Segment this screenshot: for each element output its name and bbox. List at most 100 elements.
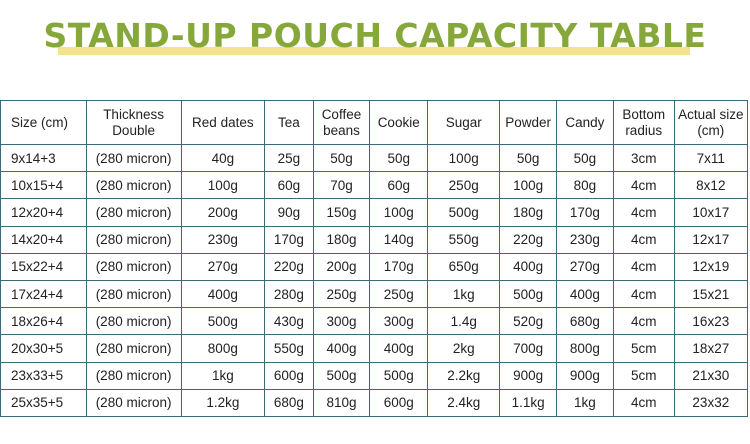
cell-coffee-beans: 200g <box>312 252 371 281</box>
cell-sugar: 250g <box>427 171 501 200</box>
cell-tea: 170g <box>264 225 314 254</box>
cell-sugar: 2kg <box>427 334 501 363</box>
cell-cookie: 300g <box>369 307 429 336</box>
cell-red-dates: 1.2kg <box>180 388 266 417</box>
header-sugar: Sugar <box>427 100 501 145</box>
header-red-dates: Red dates <box>180 100 266 145</box>
cell-actual-size: 12x17 <box>673 225 749 254</box>
cell-coffee-beans: 300g <box>312 307 371 336</box>
cell-tea: 430g <box>264 307 314 336</box>
cell-sugar: 500g <box>427 198 501 227</box>
table-row: 25x35+5 (280 micron) 1.2kg 680g 810g 600g 2.4k… <box>0 388 749 417</box>
table-row: 20x30+5 (280 micron) 800g 550g 400g 400g 2kg 70… <box>0 334 749 363</box>
cell-red-dates: 270g <box>180 252 266 281</box>
cell-bottom-radius: 4cm <box>612 252 675 281</box>
cell-tea: 680g <box>264 388 314 417</box>
cell-actual-size: 15x21 <box>673 279 749 309</box>
cell-powder: 180g <box>499 198 558 227</box>
cell-actual-size: 8x12 <box>673 171 749 200</box>
cell-size: 18x26+4 <box>0 307 87 336</box>
cell-size: 23x33+5 <box>0 361 87 390</box>
cell-candy: 680g <box>556 307 614 336</box>
cell-actual-size: 16x23 <box>673 307 749 336</box>
cell-candy: 270g <box>556 252 614 281</box>
cell-thickness: (280 micron) <box>85 388 182 417</box>
header-candy: Candy <box>556 100 614 145</box>
cell-powder: 400g <box>499 252 558 281</box>
cell-actual-size: 7x11 <box>673 143 749 173</box>
cell-coffee-beans: 810g <box>312 388 371 417</box>
cell-bottom-radius: 5cm <box>612 361 675 390</box>
cell-candy: 800g <box>556 334 614 363</box>
cell-thickness: (280 micron) <box>85 279 182 309</box>
cell-size: 15x22+4 <box>0 252 87 281</box>
page-title: STAND-UP POUCH CAPACITY TABLE <box>43 16 707 55</box>
cell-cookie: 50g <box>369 143 429 173</box>
cell-red-dates: 40g <box>180 143 266 173</box>
cell-tea: 280g <box>264 279 314 309</box>
cell-sugar: 2.2kg <box>427 361 501 390</box>
cell-size: 25x35+5 <box>0 388 87 417</box>
table-row: 10x15+4 (280 micron) 100g 60g 70g 60g 250g 100g… <box>0 171 749 200</box>
cell-size: 12x20+4 <box>0 198 87 227</box>
cell-coffee-beans: 50g <box>312 143 371 173</box>
cell-candy: 80g <box>556 171 614 200</box>
header-cookie: Cookie <box>369 100 429 145</box>
cell-bottom-radius: 4cm <box>612 307 675 336</box>
cell-size: 17x24+4 <box>0 279 87 309</box>
cell-red-dates: 200g <box>180 198 266 227</box>
cell-powder: 900g <box>499 361 558 390</box>
cell-size: 9x14+3 <box>0 143 87 173</box>
cell-bottom-radius: 5cm <box>612 334 675 363</box>
cell-red-dates: 800g <box>180 334 266 363</box>
title-underline <box>58 47 690 55</box>
cell-actual-size: 23x32 <box>673 388 749 417</box>
cell-powder: 520g <box>499 307 558 336</box>
cell-bottom-radius: 4cm <box>612 171 675 200</box>
cell-candy: 170g <box>556 198 614 227</box>
cell-thickness: (280 micron) <box>85 143 182 173</box>
cell-thickness: (280 micron) <box>85 334 182 363</box>
cell-red-dates: 400g <box>180 279 266 309</box>
cell-red-dates: 500g <box>180 307 266 336</box>
title-container: STAND-UP POUCH CAPACITY TABLE <box>0 14 750 58</box>
cell-powder: 100g <box>499 171 558 200</box>
cell-tea: 600g <box>264 361 314 390</box>
cell-candy: 230g <box>556 225 614 254</box>
cell-candy: 1kg <box>556 388 614 417</box>
cell-cookie: 140g <box>369 225 429 254</box>
cell-bottom-radius: 4cm <box>612 388 675 417</box>
cell-cookie: 250g <box>369 279 429 309</box>
cell-actual-size: 12x19 <box>673 252 749 281</box>
cell-cookie: 400g <box>369 334 429 363</box>
cell-coffee-beans: 250g <box>312 279 371 309</box>
cell-cookie: 500g <box>369 361 429 390</box>
cell-sugar: 650g <box>427 252 501 281</box>
cell-coffee-beans: 180g <box>312 225 371 254</box>
cell-sugar: 2.4kg <box>427 388 501 417</box>
cell-tea: 60g <box>264 171 314 200</box>
cell-cookie: 60g <box>369 171 429 200</box>
cell-size: 14x20+4 <box>0 225 87 254</box>
cell-red-dates: 230g <box>180 225 266 254</box>
cell-sugar: 1kg <box>427 279 501 309</box>
cell-candy: 900g <box>556 361 614 390</box>
cell-cookie: 600g <box>369 388 429 417</box>
cell-tea: 25g <box>264 143 314 173</box>
table-row: 23x33+5 (280 micron) 1kg 600g 500g 500g 2.2kg 9… <box>0 361 749 390</box>
header-actual-size: Actual size (cm) <box>673 100 749 145</box>
header-powder: Powder <box>499 100 558 145</box>
cell-bottom-radius: 4cm <box>612 225 675 254</box>
cell-thickness: (280 micron) <box>85 307 182 336</box>
cell-thickness: (280 micron) <box>85 198 182 227</box>
cell-powder: 1.1kg <box>499 388 558 417</box>
cell-size: 20x30+5 <box>0 334 87 363</box>
cell-tea: 90g <box>264 198 314 227</box>
cell-powder: 500g <box>499 279 558 309</box>
cell-coffee-beans: 400g <box>312 334 371 363</box>
cell-powder: 700g <box>499 334 558 363</box>
cell-thickness: (280 micron) <box>85 361 182 390</box>
cell-sugar: 100g <box>427 143 501 173</box>
capacity-table: Size (cm) Thickness Double Red dates Tea… <box>0 100 749 417</box>
cell-cookie: 170g <box>369 252 429 281</box>
